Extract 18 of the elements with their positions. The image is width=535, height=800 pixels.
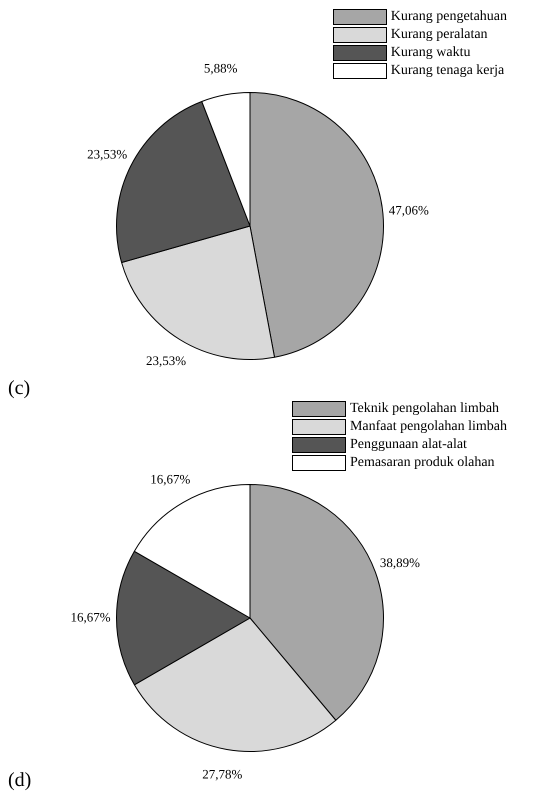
legend-label: Teknik pengolahan limbah [350,401,500,417]
text: (d) [8,769,32,792]
data-label: 47,06% [388,202,430,218]
legend-label: Manfaat pengolahan limbah [350,419,507,435]
legend-label: Kurang peralatan [390,27,488,43]
data-label: 5,88% [204,60,238,76]
legend-label: Penggunaan alat-alat [350,437,467,453]
data-label: 23,53% [87,146,128,162]
legend-label: Kurang pengetahuan [390,9,507,25]
legend-label: Pemasaran produk olahan [350,455,495,471]
legend-label: Kurang tenaga kerja [390,63,504,79]
text: (c) [8,377,30,400]
data-label: 23,53% [146,353,186,368]
data-label: 38,89% [380,554,420,570]
legend-label: Kurang waktu [390,45,470,61]
data-label: 27,78% [202,766,243,782]
data-label: 16,67% [70,609,111,624]
data-label: 16,67% [150,471,190,486]
